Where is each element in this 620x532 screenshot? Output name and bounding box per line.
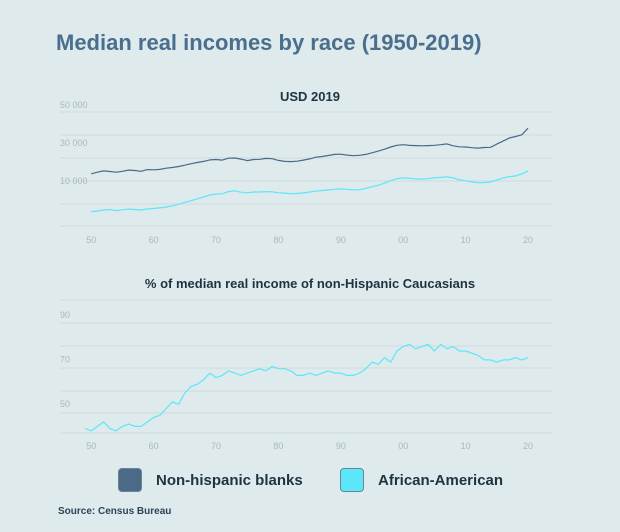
legend-swatch-african-american xyxy=(340,468,364,492)
legend: Non-hispanic blanks African-American xyxy=(0,467,620,493)
top-y-tick-label: 10 000 xyxy=(60,176,88,186)
top-x-tick-label: 80 xyxy=(273,235,283,245)
bottom-x-tick-label: 70 xyxy=(211,441,221,451)
top-y-tick-label: 50 000 xyxy=(60,100,88,110)
bottom-x-tick-label: 60 xyxy=(149,441,159,451)
top-series-line-african-american xyxy=(91,170,529,213)
bottom-y-tick-label: 50 xyxy=(60,399,70,409)
bottom-x-tick-label: 90 xyxy=(336,441,346,451)
legend-label-non-hispanic: Non-hispanic blanks xyxy=(156,471,303,489)
top-y-tick-label: 30 000 xyxy=(60,138,88,148)
legend-item-non-hispanic: Non-hispanic blanks xyxy=(118,467,303,493)
source-note: Source: Census Bureau xyxy=(58,506,172,517)
top-x-tick-label: 10 xyxy=(461,235,471,245)
bottom-y-tick-label: 90 xyxy=(60,310,70,320)
top-x-tick-label: 00 xyxy=(398,235,408,245)
bottom-y-tick-label: 70 xyxy=(60,355,70,365)
bottom-x-tick-label: 20 xyxy=(523,441,533,451)
top-x-tick-label: 50 xyxy=(86,235,96,245)
legend-label-african-american: African-American xyxy=(378,471,504,489)
top-chart-subtitle: USD 2019 xyxy=(280,89,340,104)
bottom-x-tick-label: 80 xyxy=(273,441,283,451)
legend-swatch-non-hispanic xyxy=(118,468,142,492)
bottom-x-tick-label: 00 xyxy=(398,441,408,451)
chart-title: Median real incomes by race (1950-2019) xyxy=(56,30,482,55)
legend-item-african-american: African-American xyxy=(340,467,503,493)
bottom-x-tick-label: 10 xyxy=(461,441,471,451)
top-x-tick-label: 70 xyxy=(211,235,221,245)
bottom-chart-subtitle: % of median real income of non-Hispanic … xyxy=(144,276,476,291)
top-series-line-non-hispanic-blanks xyxy=(91,127,529,175)
bottom-series-line-african-american xyxy=(84,343,529,432)
top-x-tick-label: 20 xyxy=(523,235,533,245)
top-x-tick-label: 60 xyxy=(149,235,159,245)
bottom-x-tick-label: 50 xyxy=(86,441,96,451)
top-x-tick-label: 90 xyxy=(336,235,346,245)
